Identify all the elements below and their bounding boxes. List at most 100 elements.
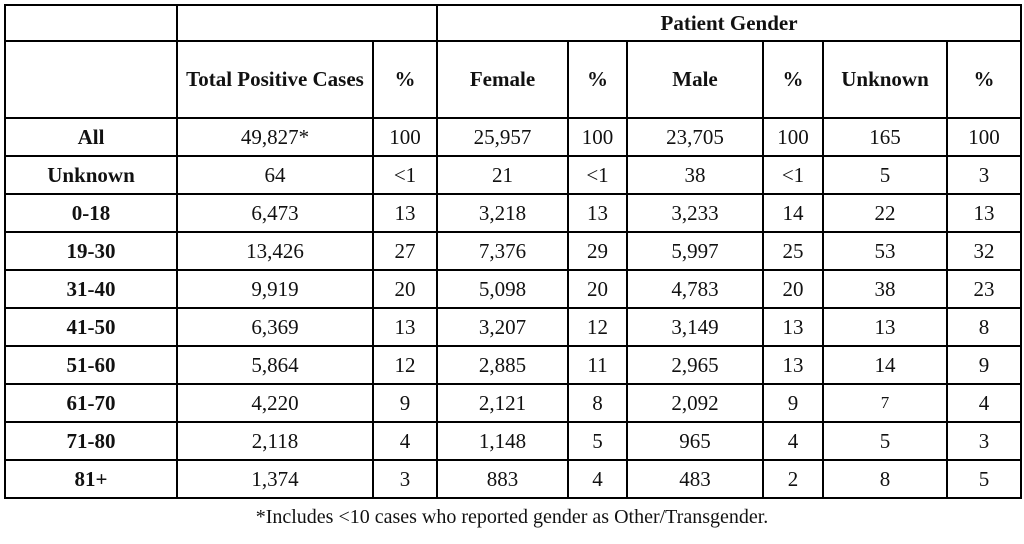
cell-female: 7,376 (436, 231, 569, 271)
cell-total: 6,473 (176, 193, 374, 233)
cell-male-pct: 20 (762, 269, 824, 309)
col-header-female-pct: % (567, 40, 628, 119)
cell-male: 5,997 (626, 231, 764, 271)
cell-total: 49,827* (176, 117, 374, 157)
group-header-row: Patient Gender (4, 4, 1023, 42)
table-row-0-18: 0-18 6,473 13 3,218 13 3,233 14 22 13 (4, 193, 1023, 233)
cell-female: 3,218 (436, 193, 569, 233)
row-label-19-30: 19-30 (4, 231, 178, 271)
row-label-all: All (4, 117, 178, 157)
cell-female: 25,957 (436, 117, 569, 157)
cell-female: 21 (436, 155, 569, 195)
cell-male: 3,149 (626, 307, 764, 347)
cell-unknown: 8 (822, 459, 948, 499)
cell-unknown-pct: 5 (945, 459, 1023, 499)
cell-female-pct: <1 (567, 155, 628, 195)
row-label-0-18: 0-18 (4, 193, 178, 233)
cell-total: 5,864 (176, 345, 374, 385)
cell-unknown: 53 (822, 231, 948, 271)
cell-female-pct: 4 (567, 459, 628, 499)
cell-female-pct: 11 (567, 345, 628, 385)
table-row-51-60: 51-60 5,864 12 2,885 11 2,965 13 14 9 (4, 345, 1023, 385)
cell-unknown-pct: 8 (945, 307, 1023, 347)
row-label-61-70: 61-70 (4, 383, 178, 423)
cell-unknown-pct: 3 (945, 421, 1023, 461)
row-label-81plus: 81+ (4, 459, 178, 499)
cell-male-pct: 4 (762, 421, 824, 461)
cell-male-pct: 100 (762, 117, 824, 157)
cell-female: 3,207 (436, 307, 569, 347)
cell-total: 2,118 (176, 421, 374, 461)
cell-total-pct: 13 (372, 307, 438, 347)
cell-unknown-pct: 9 (945, 345, 1023, 385)
cell-unknown: 14 (822, 345, 948, 385)
cell-unknown-pct: 100 (945, 117, 1023, 157)
cell-total-pct: 4 (372, 421, 438, 461)
cell-total-pct: 13 (372, 193, 438, 233)
cell-unknown-pct: 4 (945, 383, 1023, 423)
cell-total: 1,374 (176, 459, 374, 499)
cell-total-pct: 12 (372, 345, 438, 385)
table-row-81plus: 81+ 1,374 3 883 4 483 2 8 5 (4, 459, 1023, 499)
col-header-unknown-pct: % (945, 40, 1023, 119)
cell-female: 2,121 (436, 383, 569, 423)
cell-total-pct: 3 (372, 459, 438, 499)
table-row-unknown: Unknown 64 <1 21 <1 38 <1 5 3 (4, 155, 1023, 195)
cell-male: 483 (626, 459, 764, 499)
cell-total: 64 (176, 155, 374, 195)
col-header-unknown: Unknown (822, 40, 948, 119)
row-label-unknown: Unknown (4, 155, 178, 195)
cell-total-pct: 9 (372, 383, 438, 423)
patient-gender-group-header: Patient Gender (435, 4, 1023, 42)
table-row-all: All 49,827* 100 25,957 100 23,705 100 16… (4, 117, 1023, 157)
col-header-male: Male (626, 40, 764, 119)
cell-unknown: 5 (822, 421, 948, 461)
cell-male-pct: 13 (762, 307, 824, 347)
cell-male: 3,233 (626, 193, 764, 233)
table-row-19-30: 19-30 13,426 27 7,376 29 5,997 25 53 32 (4, 231, 1023, 271)
cell-unknown-pct: 3 (945, 155, 1023, 195)
cell-female-pct: 29 (567, 231, 628, 271)
col-header-female: Female (436, 40, 569, 119)
cell-unknown: 38 (822, 269, 948, 309)
cell-unknown: 22 (822, 193, 948, 233)
table-row-31-40: 31-40 9,919 20 5,098 20 4,783 20 38 23 (4, 269, 1023, 309)
cell-female-pct: 20 (567, 269, 628, 309)
cell-total: 6,369 (176, 307, 374, 347)
cell-female: 2,885 (436, 345, 569, 385)
row-label-71-80: 71-80 (4, 421, 178, 461)
cell-female: 883 (436, 459, 569, 499)
cell-unknown: 165 (822, 117, 948, 157)
cell-male: 2,965 (626, 345, 764, 385)
cell-unknown: 5 (822, 155, 948, 195)
corner-blank-cell (4, 4, 178, 42)
cell-unknown-pct: 32 (945, 231, 1023, 271)
cell-total-pct: <1 (372, 155, 438, 195)
cell-total: 13,426 (176, 231, 374, 271)
cell-total-pct: 20 (372, 269, 438, 309)
cell-male-pct: 13 (762, 345, 824, 385)
patient-gender-table: Patient Gender Total Positive Cases % Fe… (4, 4, 1023, 499)
cell-male-pct: 2 (762, 459, 824, 499)
total-blank-cell (176, 4, 438, 42)
table-footnote: *Includes <10 cases who reported gender … (255, 506, 769, 528)
cell-total-pct: 100 (372, 117, 438, 157)
row-label-41-50: 41-50 (4, 307, 178, 347)
cell-total-pct: 27 (372, 231, 438, 271)
cell-female-pct: 12 (567, 307, 628, 347)
cell-male: 4,783 (626, 269, 764, 309)
cell-female: 5,098 (436, 269, 569, 309)
cell-male: 2,092 (626, 383, 764, 423)
col-header-total-pct: % (372, 40, 438, 119)
col-header-male-pct: % (762, 40, 824, 119)
cell-male-pct: <1 (762, 155, 824, 195)
cell-male: 23,705 (626, 117, 764, 157)
cell-male-pct: 25 (762, 231, 824, 271)
cell-unknown: 13 (822, 307, 948, 347)
column-header-row: Total Positive Cases % Female % Male % U… (4, 40, 1023, 119)
cell-male-pct: 9 (762, 383, 824, 423)
cell-female-pct: 13 (567, 193, 628, 233)
cell-female-pct: 8 (567, 383, 628, 423)
cell-female-pct: 5 (567, 421, 628, 461)
